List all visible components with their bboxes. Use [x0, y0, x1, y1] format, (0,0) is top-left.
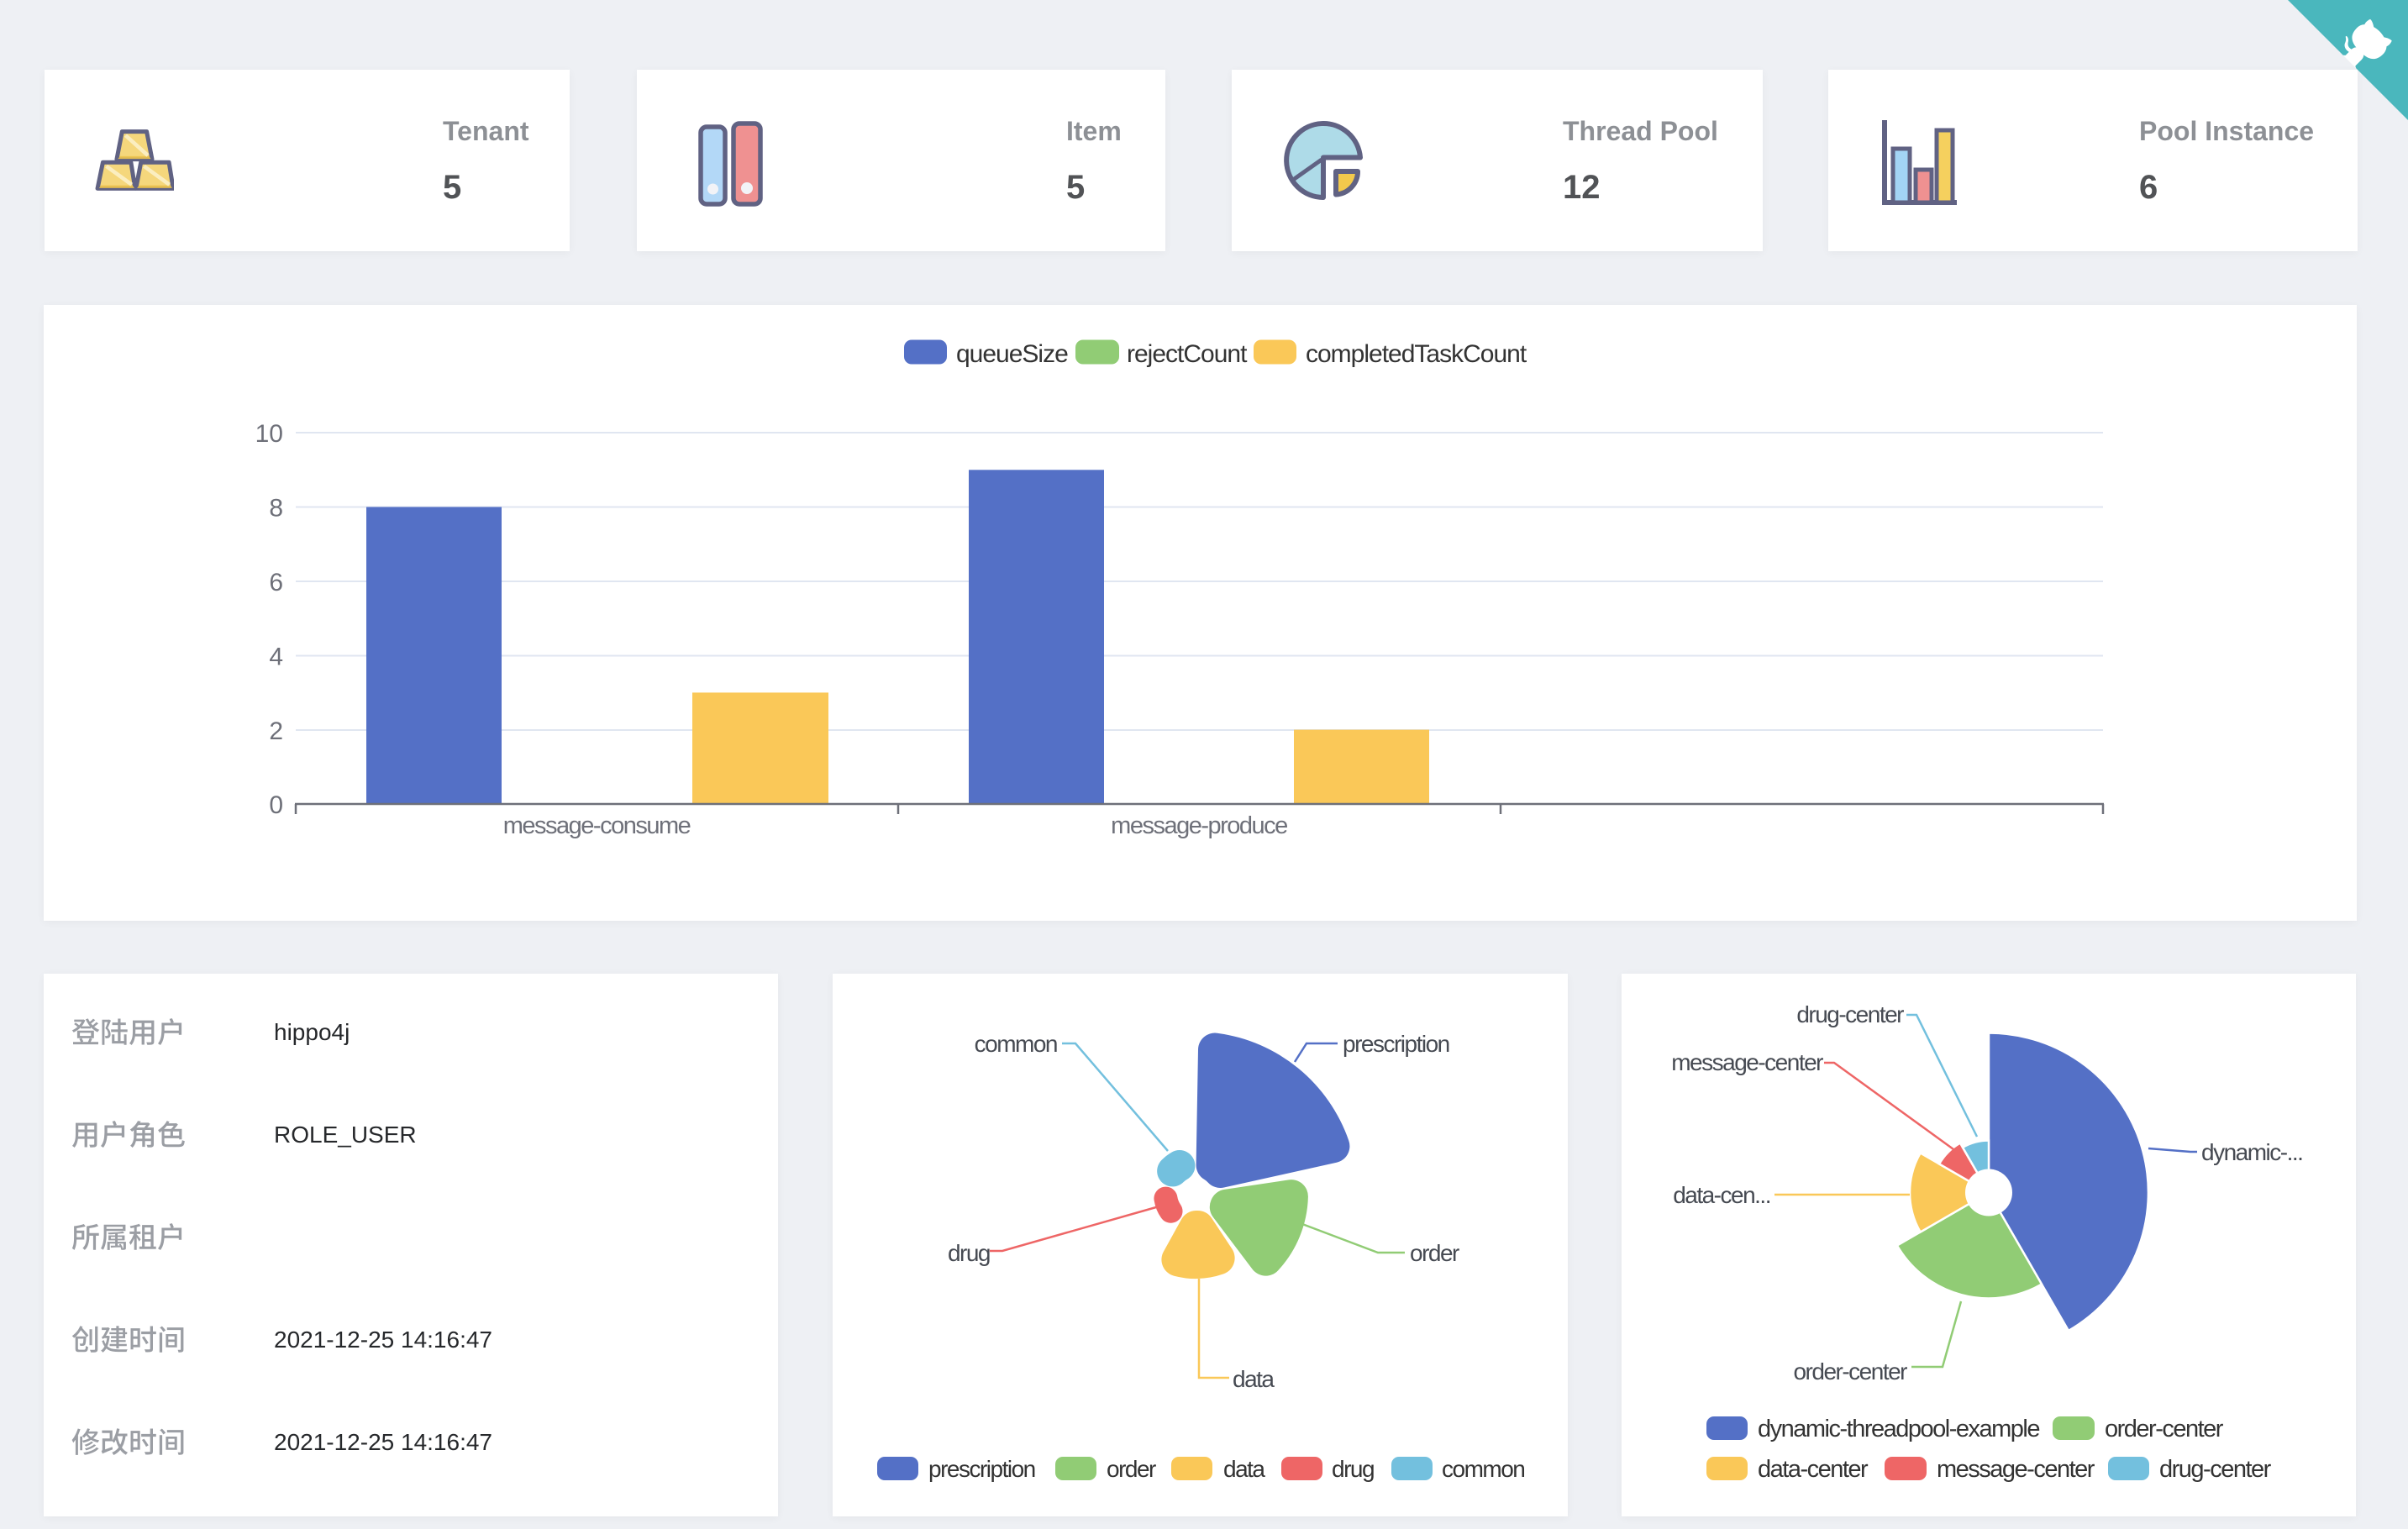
- svg-text:message-center: message-center: [1937, 1456, 2095, 1483]
- svg-text:dynamic-threadpool-example: dynamic-threadpool-example: [1758, 1416, 2039, 1442]
- svg-text:message-consume: message-consume: [503, 812, 691, 839]
- svg-text:dynamic-...: dynamic-...: [2201, 1139, 2302, 1165]
- svg-text:6: 6: [269, 569, 283, 596]
- svg-text:data-cen...: data-cen...: [1673, 1182, 1770, 1208]
- svg-text:prescription: prescription: [928, 1456, 1035, 1482]
- svg-text:order-center: order-center: [1793, 1358, 1907, 1385]
- svg-text:common: common: [975, 1031, 1057, 1057]
- svg-text:drug: drug: [1332, 1456, 1374, 1482]
- svg-text:10: 10: [255, 420, 283, 448]
- svg-text:data: data: [1223, 1456, 1265, 1482]
- svg-text:queueSize: queueSize: [956, 340, 1068, 368]
- svg-text:data-center: data-center: [1758, 1456, 1869, 1483]
- svg-text:data: data: [1233, 1366, 1275, 1392]
- svg-text:8: 8: [269, 495, 283, 523]
- svg-text:drug-center: drug-center: [2159, 1456, 2272, 1483]
- svg-text:drug: drug: [948, 1240, 990, 1266]
- svg-text:drug-center: drug-center: [1796, 1001, 1904, 1027]
- svg-text:completedTaskCount: completedTaskCount: [1306, 340, 1527, 368]
- svg-text:rejectCount: rejectCount: [1127, 340, 1248, 368]
- svg-text:order-center: order-center: [2105, 1416, 2224, 1442]
- svg-text:order: order: [1410, 1240, 1459, 1266]
- svg-text:4: 4: [269, 644, 283, 671]
- svg-text:0: 0: [269, 791, 283, 819]
- svg-text:prescription: prescription: [1343, 1031, 1449, 1057]
- svg-text:message-produce: message-produce: [1111, 812, 1287, 839]
- svg-text:order: order: [1107, 1456, 1156, 1482]
- svg-text:2: 2: [269, 717, 283, 745]
- svg-text:message-center: message-center: [1671, 1049, 1823, 1075]
- svg-text:common: common: [1442, 1456, 1524, 1482]
